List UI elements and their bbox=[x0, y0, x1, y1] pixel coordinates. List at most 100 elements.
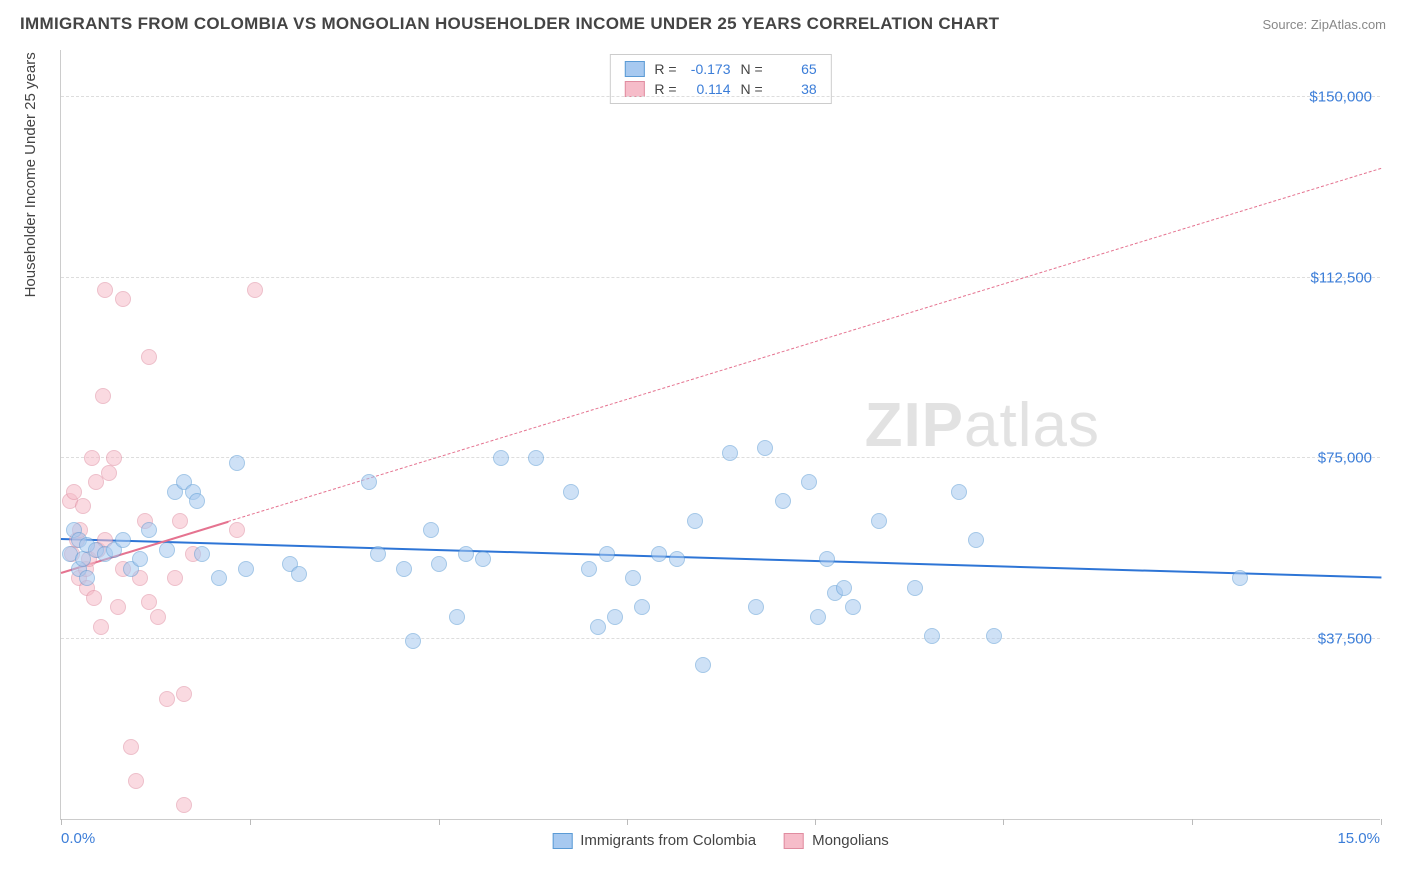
y-tick-label: $112,500 bbox=[1311, 269, 1372, 286]
data-point bbox=[211, 570, 227, 586]
data-point bbox=[86, 590, 102, 606]
data-point bbox=[194, 546, 210, 562]
data-point bbox=[528, 450, 544, 466]
y-tick-label: $150,000 bbox=[1309, 89, 1372, 106]
x-tick bbox=[250, 819, 251, 825]
data-point bbox=[634, 599, 650, 615]
x-tick bbox=[1003, 819, 1004, 825]
x-axis-min-label: 0.0% bbox=[61, 830, 95, 847]
data-point bbox=[93, 619, 109, 635]
gridline bbox=[61, 96, 1380, 97]
data-point bbox=[431, 556, 447, 572]
data-point bbox=[924, 628, 940, 644]
data-point bbox=[141, 522, 157, 538]
data-point bbox=[845, 599, 861, 615]
data-point bbox=[449, 609, 465, 625]
data-point bbox=[229, 455, 245, 471]
legend-row: R = -0.173 N = 65 bbox=[610, 59, 830, 79]
data-point bbox=[563, 484, 579, 500]
data-point bbox=[115, 291, 131, 307]
data-point bbox=[123, 739, 139, 755]
chart-title: IMMIGRANTS FROM COLOMBIA VS MONGOLIAN HO… bbox=[20, 14, 999, 34]
data-point bbox=[801, 474, 817, 490]
data-point bbox=[819, 551, 835, 567]
data-point bbox=[396, 561, 412, 577]
data-point bbox=[968, 532, 984, 548]
data-point bbox=[141, 594, 157, 610]
data-point bbox=[172, 513, 188, 529]
data-point bbox=[581, 561, 597, 577]
data-point bbox=[97, 282, 113, 298]
data-point bbox=[748, 599, 764, 615]
data-point bbox=[951, 484, 967, 500]
data-point bbox=[423, 522, 439, 538]
legend-item: Immigrants from Colombia bbox=[552, 832, 756, 849]
data-point bbox=[475, 551, 491, 567]
data-point bbox=[229, 522, 245, 538]
watermark: ZIPatlas bbox=[865, 390, 1100, 461]
data-point bbox=[599, 546, 615, 562]
x-tick bbox=[1192, 819, 1193, 825]
data-point bbox=[247, 282, 263, 298]
data-point bbox=[651, 546, 667, 562]
x-tick bbox=[627, 819, 628, 825]
x-axis-max-label: 15.0% bbox=[1337, 830, 1380, 847]
data-point bbox=[607, 609, 623, 625]
data-point bbox=[695, 657, 711, 673]
data-point bbox=[159, 691, 175, 707]
trend-line bbox=[228, 168, 1381, 522]
data-point bbox=[590, 619, 606, 635]
data-point bbox=[625, 570, 641, 586]
legend-item: Mongolians bbox=[784, 832, 889, 849]
data-point bbox=[141, 349, 157, 365]
data-point bbox=[757, 440, 773, 456]
data-point bbox=[176, 686, 192, 702]
x-tick bbox=[439, 819, 440, 825]
data-point bbox=[101, 465, 117, 481]
x-tick bbox=[1381, 819, 1382, 825]
data-point bbox=[291, 566, 307, 582]
swatch-icon bbox=[552, 833, 572, 849]
data-point bbox=[132, 551, 148, 567]
data-point bbox=[810, 609, 826, 625]
data-point bbox=[79, 570, 95, 586]
data-point bbox=[370, 546, 386, 562]
gridline bbox=[61, 277, 1380, 278]
gridline bbox=[61, 638, 1380, 639]
data-point bbox=[361, 474, 377, 490]
data-point bbox=[110, 599, 126, 615]
data-point bbox=[687, 513, 703, 529]
data-point bbox=[75, 498, 91, 514]
data-point bbox=[167, 570, 183, 586]
x-tick bbox=[61, 819, 62, 825]
swatch-icon bbox=[624, 61, 644, 77]
data-point bbox=[775, 493, 791, 509]
data-point bbox=[669, 551, 685, 567]
data-point bbox=[493, 450, 509, 466]
data-point bbox=[238, 561, 254, 577]
data-point bbox=[128, 773, 144, 789]
data-point bbox=[722, 445, 738, 461]
data-point bbox=[907, 580, 923, 596]
data-point bbox=[84, 450, 100, 466]
swatch-icon bbox=[624, 81, 644, 97]
data-point bbox=[1232, 570, 1248, 586]
data-point bbox=[189, 493, 205, 509]
y-axis-title: Householder Income Under 25 years bbox=[22, 52, 39, 297]
scatter-chart: ZIPatlas R = -0.173 N = 65 R = 0.114 N =… bbox=[60, 50, 1380, 820]
data-point bbox=[150, 609, 166, 625]
y-tick-label: $37,500 bbox=[1318, 630, 1372, 647]
data-point bbox=[986, 628, 1002, 644]
data-point bbox=[106, 450, 122, 466]
data-point bbox=[405, 633, 421, 649]
trend-line bbox=[61, 538, 1381, 578]
y-tick-label: $75,000 bbox=[1318, 450, 1372, 467]
gridline bbox=[61, 457, 1380, 458]
data-point bbox=[115, 532, 131, 548]
data-point bbox=[458, 546, 474, 562]
swatch-icon bbox=[784, 833, 804, 849]
data-point bbox=[836, 580, 852, 596]
x-tick bbox=[815, 819, 816, 825]
data-point bbox=[95, 388, 111, 404]
data-point bbox=[159, 542, 175, 558]
